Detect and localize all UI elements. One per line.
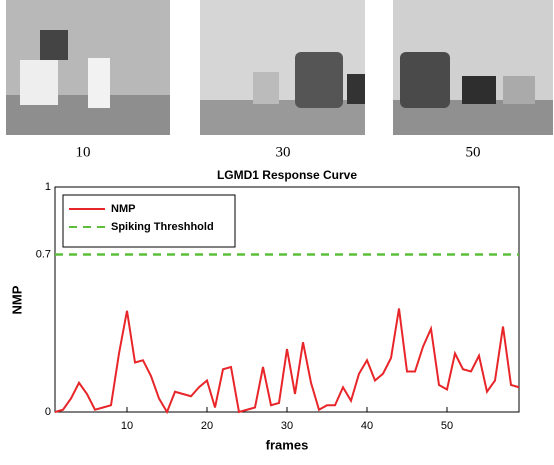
x-tick-label: 40 bbox=[361, 420, 373, 432]
image-detail bbox=[400, 52, 450, 108]
image-detail bbox=[462, 76, 496, 104]
y-axis-label: NMP bbox=[9, 285, 24, 314]
y-tick-label: 0.7 bbox=[36, 248, 51, 260]
image-caption: 10 bbox=[76, 144, 91, 160]
x-tick-label: 30 bbox=[281, 420, 293, 432]
chart-title: LGMD1 Response Curve bbox=[217, 168, 357, 182]
figure: 10 30 50 LGMD1 Response Curve frames NMP… bbox=[0, 0, 554, 460]
image-detail bbox=[347, 74, 365, 104]
frame-images bbox=[6, 0, 553, 135]
y-tick-label: 1 bbox=[45, 181, 51, 193]
image-detail bbox=[40, 30, 68, 60]
x-axis-label: frames bbox=[266, 437, 309, 452]
image-detail bbox=[88, 58, 110, 108]
x-tick-label: 50 bbox=[441, 420, 453, 432]
image-detail bbox=[20, 60, 58, 105]
image-caption: 50 bbox=[466, 144, 481, 160]
y-tick-label: 0 bbox=[45, 406, 51, 418]
image-detail bbox=[503, 76, 535, 104]
image-detail bbox=[295, 52, 343, 108]
image-caption: 30 bbox=[276, 144, 291, 160]
x-tick-label: 10 bbox=[121, 420, 133, 432]
legend-label: Spiking Threshhold bbox=[111, 221, 214, 233]
legend-label: NMP bbox=[111, 203, 135, 215]
image-detail bbox=[253, 72, 279, 104]
x-tick-label: 20 bbox=[201, 420, 213, 432]
